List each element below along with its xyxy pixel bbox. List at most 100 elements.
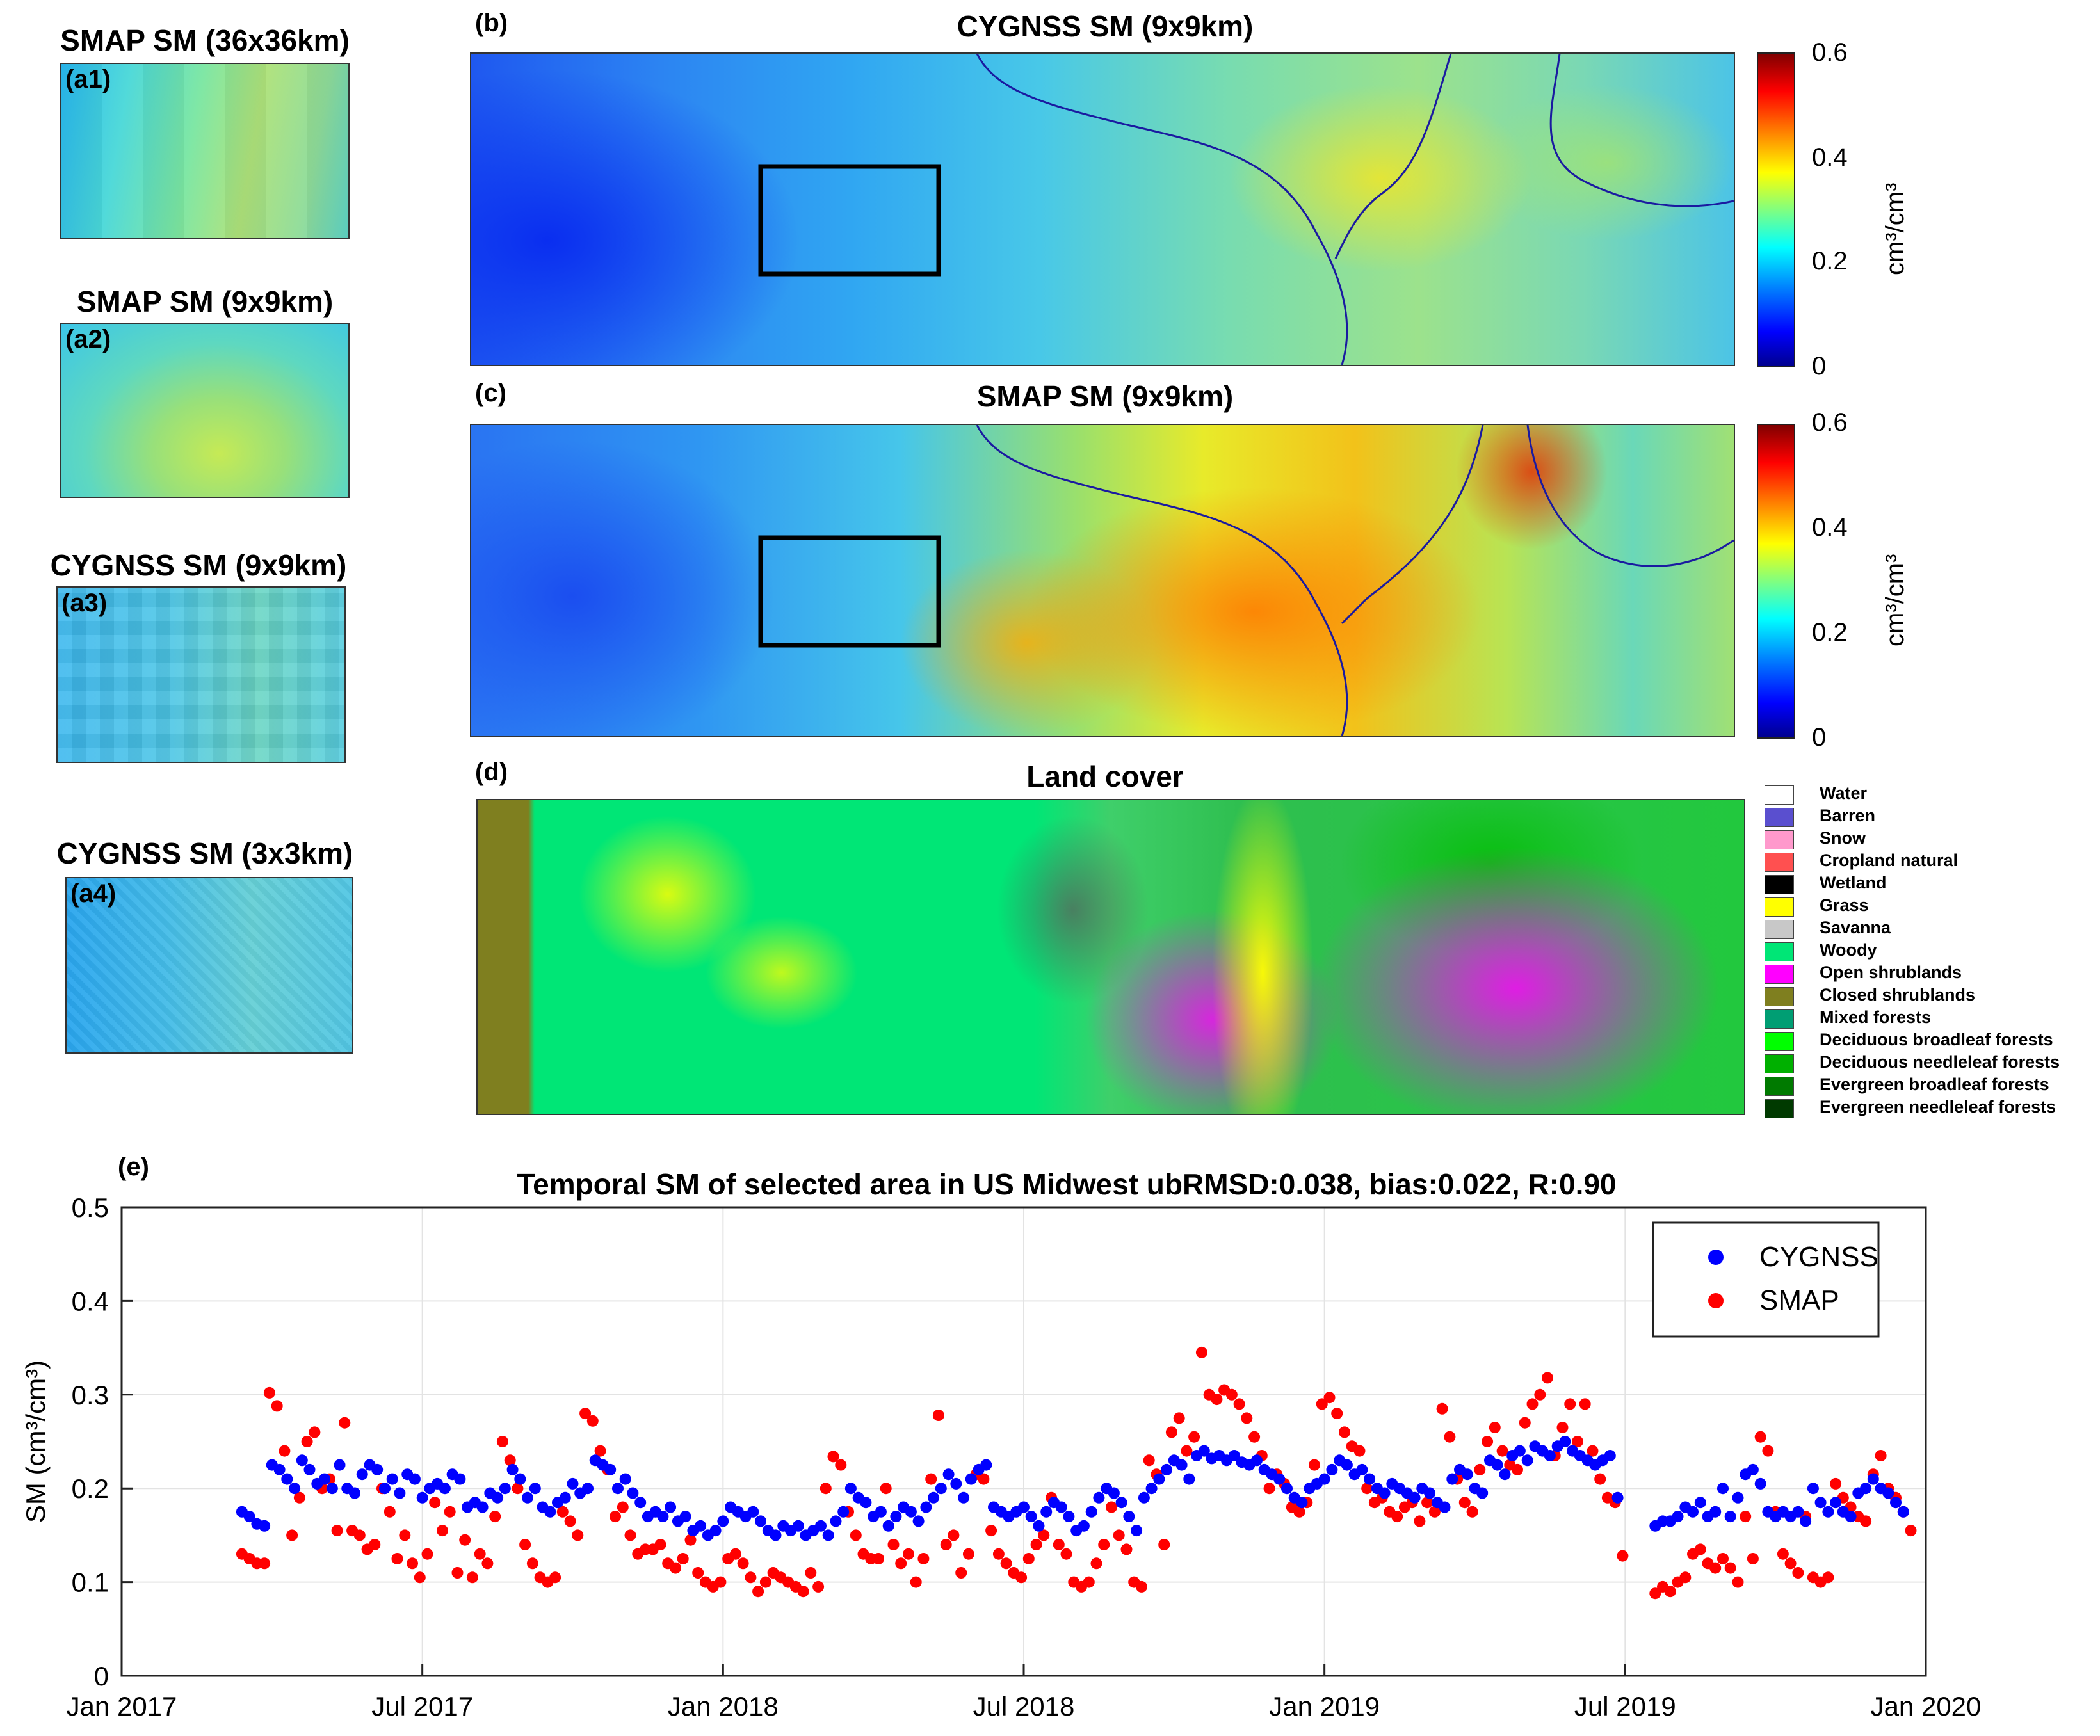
panel-b-title: CYGNSS SM (9x9km)	[957, 10, 1254, 43]
colorbar-c-tick: 0.6	[1812, 408, 1848, 437]
smap-point	[1421, 1497, 1434, 1509]
smap-point	[985, 1525, 998, 1537]
legend-label: Woody	[1820, 940, 1877, 960]
colorbar-c-tick: 0.4	[1812, 513, 1848, 542]
smap-point	[444, 1506, 456, 1518]
cygnss-point	[882, 1520, 894, 1532]
time-series-chart: (e) Temporal SM of selected area in US M…	[20, 1153, 1981, 1721]
panel-d-map	[476, 799, 1745, 1115]
smap-point	[1564, 1398, 1576, 1410]
smap-point	[1556, 1422, 1569, 1433]
smap-point	[1458, 1497, 1471, 1509]
smap-point	[556, 1506, 569, 1518]
cygnss-point	[665, 1501, 677, 1513]
legend-swatch	[1765, 1009, 1794, 1029]
smap-point	[286, 1529, 298, 1541]
cygnss-point	[1161, 1463, 1173, 1475]
smap-point	[1158, 1539, 1170, 1550]
cygnss-point	[454, 1473, 466, 1485]
cygnss-point	[371, 1463, 384, 1475]
smap-point	[677, 1553, 689, 1564]
smap-point	[1391, 1511, 1403, 1523]
cygnss-point	[1138, 1491, 1150, 1504]
smap-point	[917, 1553, 930, 1564]
smap-point	[1542, 1372, 1553, 1384]
smap-point	[1679, 1571, 1692, 1584]
smap-point	[414, 1571, 426, 1584]
cygnss-point	[514, 1473, 526, 1485]
cygnss-point	[522, 1491, 533, 1504]
smap-point	[1090, 1557, 1102, 1570]
smap-point	[1106, 1501, 1117, 1513]
smap-point	[1830, 1477, 1842, 1490]
cygnss-point	[394, 1487, 406, 1499]
smap-point	[617, 1501, 629, 1513]
river-line	[1526, 425, 1734, 567]
cygnss-point	[1499, 1468, 1511, 1481]
thumb-a2-title: SMAP SM (9x9km)	[76, 285, 334, 318]
cygnss-point	[1356, 1463, 1368, 1475]
smap-point	[301, 1436, 313, 1447]
thumb-a1-title: SMAP SM (36x36km)	[60, 24, 350, 57]
x-tick-label: Jan 2019	[1269, 1691, 1380, 1721]
thumb-a2-map: (a2)	[60, 323, 350, 498]
cygnss-point	[273, 1463, 286, 1475]
cygnss-point	[1145, 1483, 1158, 1495]
smap-point	[1038, 1529, 1050, 1541]
cygnss-point	[1559, 1436, 1571, 1447]
cygnss-point	[1153, 1473, 1165, 1485]
legend-label: Open shrublands	[1820, 963, 1962, 982]
cygnss-point	[1807, 1483, 1819, 1495]
smap-point	[654, 1539, 666, 1550]
smap-point	[1466, 1506, 1478, 1518]
cygnss-point	[709, 1525, 722, 1537]
x-tick-label: Jul 2018	[973, 1691, 1075, 1721]
cygnss-point	[920, 1501, 932, 1513]
smap-point	[1414, 1515, 1426, 1527]
cygnss-point	[1228, 1450, 1240, 1461]
colorbar-b-tick: 0.4	[1812, 143, 1848, 172]
thumb-a2-tag: (a2)	[65, 325, 111, 353]
smap-point	[962, 1548, 974, 1560]
cygnss-point	[747, 1506, 759, 1518]
smap-point	[1113, 1529, 1125, 1541]
smap-point	[594, 1445, 606, 1457]
smap-point	[1428, 1506, 1441, 1518]
smap-point	[978, 1473, 990, 1485]
smap-point	[572, 1529, 584, 1541]
smap-point	[715, 1576, 727, 1588]
smap-point	[1709, 1562, 1722, 1574]
thumb-a3-map: (a3)	[56, 586, 346, 763]
cygnss-point	[890, 1511, 902, 1523]
smap-point	[1436, 1402, 1448, 1415]
cygnss-point	[1341, 1459, 1353, 1471]
cygnss-point	[243, 1511, 255, 1523]
legend-label: Wetland	[1820, 873, 1887, 892]
smap-point	[992, 1548, 1005, 1560]
cygnss-point	[567, 1477, 579, 1490]
cygnss-point	[695, 1520, 707, 1532]
smap-point	[1732, 1576, 1744, 1588]
cygnss-point	[1694, 1497, 1706, 1509]
smap-point	[437, 1525, 448, 1537]
smap-point	[624, 1529, 636, 1541]
cygnss-point	[1732, 1491, 1744, 1504]
river-line	[1334, 54, 1452, 259]
cygnss-point	[958, 1491, 970, 1504]
cygnss-point	[1860, 1483, 1872, 1495]
cygnss-point	[1326, 1463, 1338, 1475]
smap-point	[309, 1426, 321, 1438]
panel-c-tag: (c)	[475, 379, 506, 407]
smap-point	[1098, 1539, 1110, 1550]
smap-point	[1241, 1412, 1253, 1424]
smap-point	[474, 1548, 486, 1560]
smap-point	[279, 1445, 291, 1457]
cygnss-point	[296, 1454, 308, 1467]
smap-point	[812, 1580, 825, 1593]
cygnss-point	[1115, 1497, 1127, 1509]
smap-point	[1353, 1445, 1366, 1457]
cygnss-point	[319, 1473, 330, 1485]
y-axis-label: SM (cm³/cm³)	[20, 1360, 51, 1523]
cygnss-point	[416, 1491, 428, 1504]
panel-c-title: SMAP SM (9x9km)	[976, 380, 1234, 413]
